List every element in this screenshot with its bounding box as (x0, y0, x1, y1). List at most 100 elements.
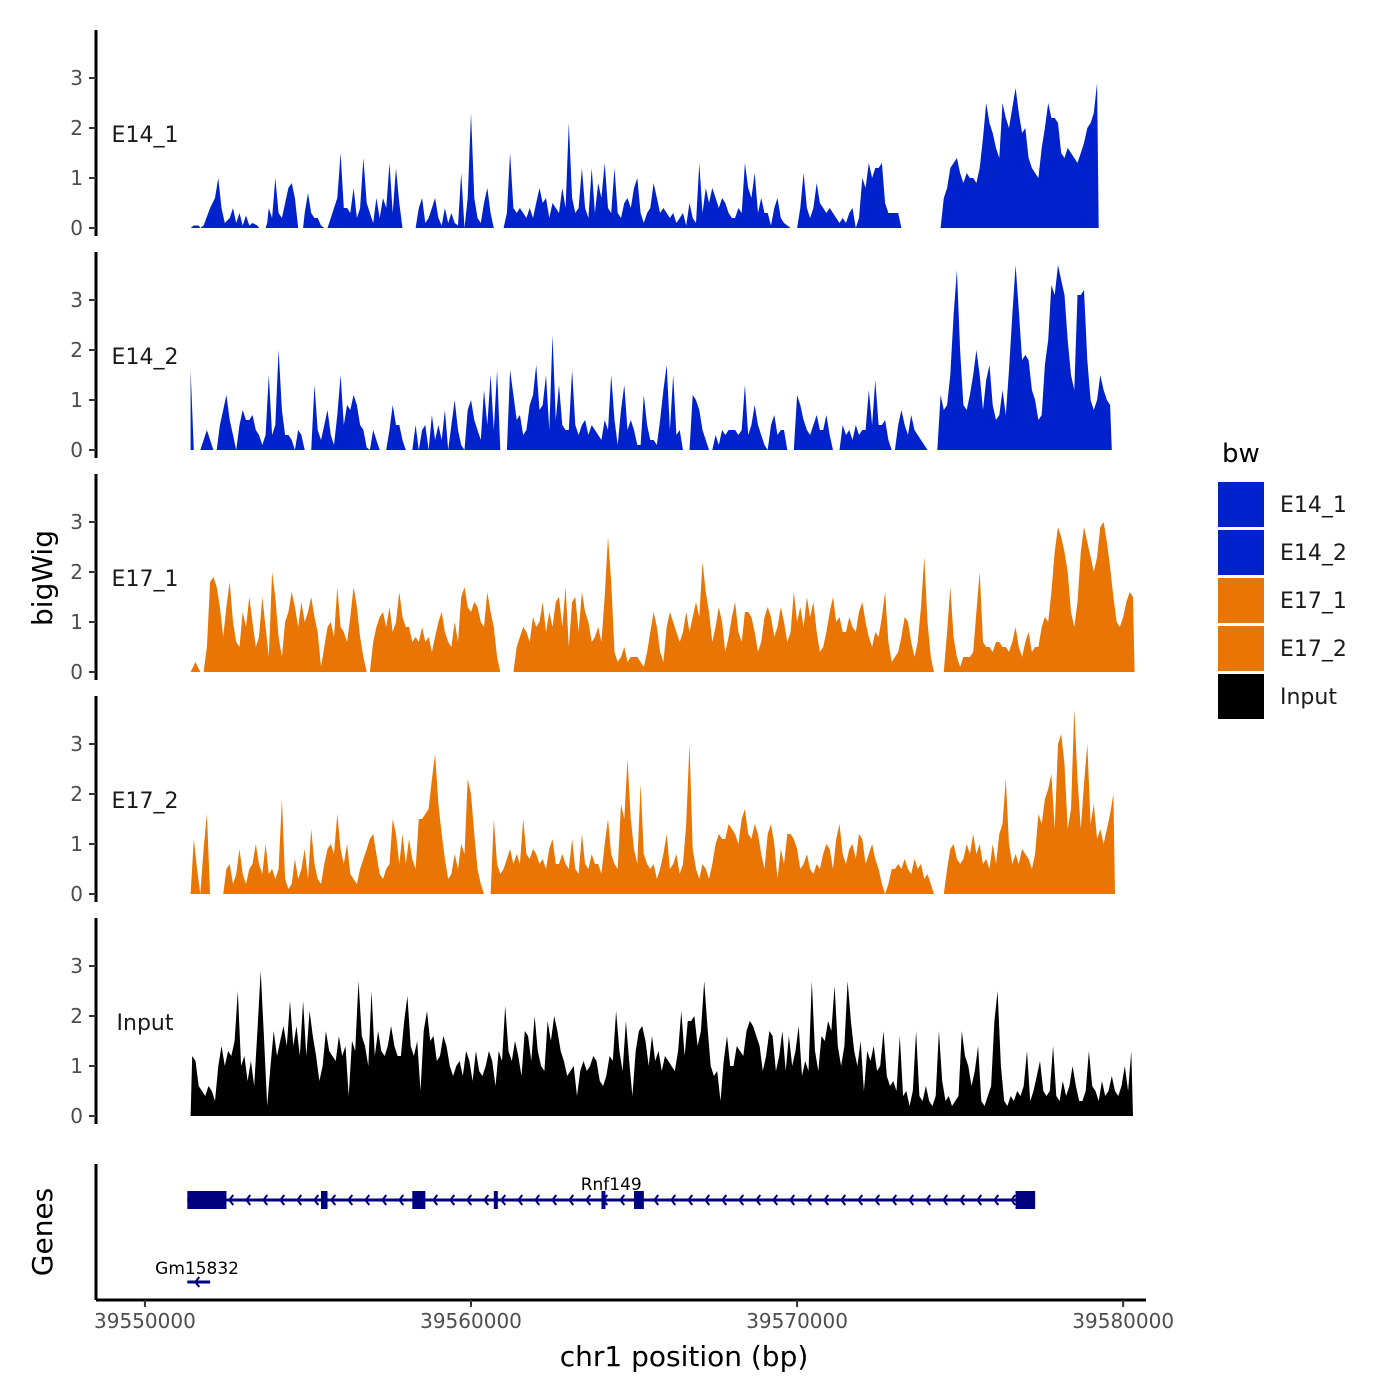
y-tick-label: 3 (70, 288, 83, 312)
coverage-area-E17_2 (190, 709, 1116, 894)
gene-Rnf149: Rnf149 (187, 1175, 1036, 1209)
strand-arrow (942, 1194, 949, 1206)
y-axis-title: bigWig (26, 530, 59, 626)
y-tick-label: 0 (70, 216, 83, 240)
strand-arrow (772, 1194, 779, 1206)
gene-label: Rnf149 (581, 1175, 642, 1195)
strand-arrow (687, 1194, 694, 1206)
y-tick-label: 2 (70, 1004, 83, 1028)
strand-arrow (585, 1194, 592, 1206)
gene-exon (1015, 1191, 1036, 1209)
track-E14_1: 0 1 2 3 E14_1 (70, 30, 1099, 240)
y-tick-label: 3 (70, 510, 83, 534)
strand-arrow (1010, 1194, 1017, 1206)
gene-Gm15832: Gm15832 (155, 1259, 239, 1288)
strand-arrow (398, 1194, 405, 1206)
legend-items: E14_1 E14_2 E17_1 E17_2 Input (1218, 482, 1347, 719)
legend: bw E14_1 E14_2 E17_1 E17_2 Input (1218, 439, 1347, 719)
track-label: E14_2 (112, 345, 179, 370)
coverage-area-E14_2 (190, 265, 1112, 450)
y-tick-label: 1 (70, 610, 83, 634)
gene-exon (321, 1191, 328, 1209)
y-tick-label: 0 (70, 1104, 83, 1128)
strand-arrow (993, 1194, 1000, 1206)
track-E17_2: 0 1 2 3 E17_2 (70, 696, 1116, 906)
strand-arrow (279, 1194, 286, 1206)
bigwig-tracks: 0 1 2 3 E14_1 0 1 2 3 E14_2 0 1 2 3 E17_1 0 1 2 3 E17_2 0 1 2 3… (70, 30, 1135, 1128)
legend-swatch (1218, 578, 1264, 623)
x-tick-label: 39560000 (420, 1309, 522, 1333)
x-tick-label: 39580000 (1072, 1309, 1174, 1333)
strand-arrow (721, 1194, 728, 1206)
strand-arrow (551, 1194, 558, 1206)
y-tick-label: 3 (70, 954, 83, 978)
legend-label: E17_2 (1280, 637, 1347, 662)
genes-panel: Rnf149 Gm15832 Genes (26, 1164, 1036, 1300)
track-label: E14_1 (112, 123, 179, 148)
x-tick-label: 39550000 (94, 1309, 196, 1333)
strand-arrow (296, 1194, 303, 1206)
strand-arrow (568, 1194, 575, 1206)
strand-arrow (432, 1194, 439, 1206)
strand-arrow (823, 1194, 830, 1206)
y-tick-label: 3 (70, 66, 83, 90)
strand-arrow (959, 1194, 966, 1206)
strand-arrow (449, 1194, 456, 1206)
y-tick-label: 0 (70, 882, 83, 906)
strand-arrow (738, 1194, 745, 1206)
legend-swatch (1218, 530, 1264, 575)
strand-arrow (466, 1194, 473, 1206)
strand-arrow (313, 1194, 320, 1206)
strand-arrow (925, 1194, 932, 1206)
x-axis: 39550000 39560000 39570000 39580000 chr1 po… (94, 1298, 1174, 1373)
gene-label: Gm15832 (155, 1259, 239, 1279)
y-tick-label: 1 (70, 388, 83, 412)
track-label: E17_2 (112, 789, 179, 814)
legend-swatch (1218, 626, 1264, 671)
legend-label: E17_1 (1280, 589, 1347, 614)
strand-arrow (789, 1194, 796, 1206)
track-label: E17_1 (112, 567, 179, 592)
y-tick-label: 1 (70, 1054, 83, 1078)
strand-arrow (194, 1276, 201, 1288)
coverage-area-E17_1 (190, 522, 1135, 672)
strand-arrow (262, 1194, 269, 1206)
strand-arrow (517, 1194, 524, 1206)
strand-arrow (857, 1194, 864, 1206)
legend-title: bw (1222, 439, 1260, 469)
y-tick-label: 2 (70, 560, 83, 584)
strand-arrow (670, 1194, 677, 1206)
gene-exon (493, 1191, 498, 1209)
strand-arrow (364, 1194, 371, 1206)
y-tick-label: 2 (70, 338, 83, 362)
strand-arrow (500, 1194, 507, 1206)
y-tick-label: 0 (70, 660, 83, 684)
strand-arrow (347, 1194, 354, 1206)
track-E17_1: 0 1 2 3 E17_1 (70, 474, 1135, 684)
coverage-area-Input (190, 971, 1134, 1116)
y-tick-label: 1 (70, 832, 83, 856)
gene-models: Rnf149 Gm15832 (155, 1175, 1036, 1288)
track-E14_2: 0 1 2 3 E14_2 (70, 252, 1112, 462)
gene-exon (187, 1191, 227, 1209)
strand-arrow (330, 1194, 337, 1206)
legend-swatch (1218, 674, 1264, 719)
y-tick-label: 2 (70, 782, 83, 806)
strand-arrow (891, 1194, 898, 1206)
strand-arrow (704, 1194, 711, 1206)
y-tick-label: 3 (70, 732, 83, 756)
genes-axis-title: Genes (26, 1188, 59, 1276)
x-axis-ticks: 39550000 39560000 39570000 39580000 (94, 1300, 1174, 1333)
strand-arrow (806, 1194, 813, 1206)
gene-exon (634, 1191, 644, 1209)
legend-swatch (1218, 482, 1264, 527)
strand-arrow (228, 1194, 235, 1206)
legend-label: Input (1280, 685, 1337, 710)
gene-exon (601, 1191, 606, 1209)
strand-arrow (619, 1194, 626, 1206)
strand-arrow (755, 1194, 762, 1206)
strand-arrow (653, 1194, 660, 1206)
legend-label: E14_2 (1280, 541, 1347, 566)
strand-arrow (976, 1194, 983, 1206)
